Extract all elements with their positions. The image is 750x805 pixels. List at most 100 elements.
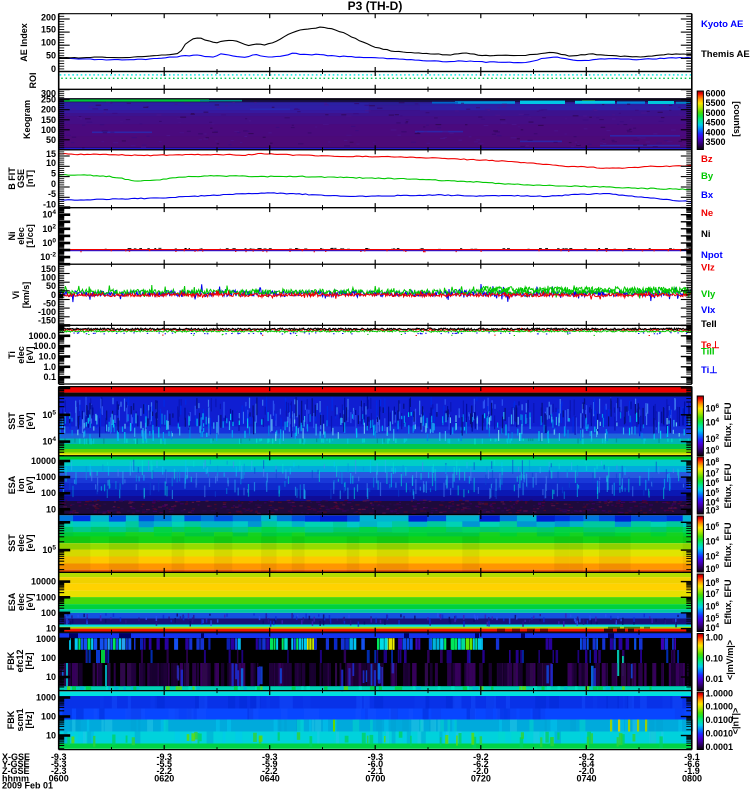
svg-text:elec: elec <box>16 534 26 552</box>
svg-text:[nT]: [nT] <box>25 170 35 187</box>
svg-text:10000: 10000 <box>31 456 56 466</box>
svg-text:-2.3: -2.3 <box>51 766 67 776</box>
svg-text:0.0010: 0.0010 <box>706 729 734 739</box>
svg-text:TeII: TeII <box>701 319 717 330</box>
svg-text:FBK: FBK <box>6 710 16 729</box>
svg-text:4000: 4000 <box>706 127 726 137</box>
svg-text:250: 250 <box>41 95 56 105</box>
svg-text:15: 15 <box>46 149 56 159</box>
svg-text:107: 107 <box>706 589 720 600</box>
svg-text:Ni: Ni <box>701 229 711 240</box>
svg-text:[eV]: [eV] <box>25 412 35 429</box>
svg-text:AE Index: AE Index <box>19 23 29 62</box>
svg-text:100: 100 <box>41 273 56 283</box>
svg-text:-100: -100 <box>38 307 56 317</box>
svg-text:[Hz]: [Hz] <box>24 653 34 670</box>
svg-text:Ni: Ni <box>7 232 17 241</box>
svg-text:10: 10 <box>46 504 56 514</box>
svg-text:150: 150 <box>41 115 56 125</box>
svg-text:0.0001: 0.0001 <box>706 742 734 752</box>
svg-text:ion: ion <box>16 478 26 492</box>
svg-text:100: 100 <box>41 125 56 135</box>
svg-text:By: By <box>701 171 714 182</box>
svg-text:1000: 1000 <box>36 634 56 644</box>
svg-text:Eflux, EFU: Eflux, EFU <box>723 463 733 508</box>
svg-text:GSE: GSE <box>16 169 26 188</box>
svg-text:-150: -150 <box>38 316 56 326</box>
svg-text:0: 0 <box>51 290 56 300</box>
svg-text:Z-GSE: Z-GSE <box>2 766 30 776</box>
svg-text:0740: 0740 <box>576 773 596 783</box>
svg-text:105: 105 <box>706 487 720 498</box>
svg-text:Y-GSE: Y-GSE <box>2 759 30 769</box>
svg-text:-9.3: -9.3 <box>51 752 67 762</box>
svg-text:102: 102 <box>706 433 720 444</box>
svg-text:100: 100 <box>41 653 56 663</box>
svg-text:[eV]: [eV] <box>25 534 35 551</box>
svg-text:B FIT: B FIT <box>7 167 17 190</box>
svg-text:Themis AE: Themis AE <box>701 49 750 60</box>
svg-text:SST: SST <box>7 534 17 552</box>
svg-text:10000: 10000 <box>31 577 56 587</box>
svg-text:ROI: ROI <box>28 72 38 88</box>
svg-text:102: 102 <box>706 551 720 562</box>
svg-text:10.0: 10.0 <box>38 352 56 362</box>
svg-text:10-2: 10-2 <box>40 252 56 263</box>
svg-text:106: 106 <box>706 601 720 612</box>
svg-text:104: 104 <box>706 417 720 428</box>
svg-text:5000: 5000 <box>706 108 726 118</box>
svg-text:106: 106 <box>706 521 720 532</box>
svg-text:10: 10 <box>46 731 56 741</box>
svg-text:Te⊥: Te⊥ <box>701 340 720 351</box>
svg-text:-2.0: -2.0 <box>579 766 595 776</box>
svg-text:-5.9: -5.9 <box>262 759 278 769</box>
svg-text:50: 50 <box>46 281 56 291</box>
svg-text:Ti⊥: Ti⊥ <box>701 365 718 376</box>
svg-text:1000.0: 1000.0 <box>28 331 56 341</box>
svg-text:107: 107 <box>706 468 720 479</box>
svg-text:104: 104 <box>706 497 720 508</box>
svg-text:elec: elec <box>16 227 26 245</box>
svg-text:100: 100 <box>41 488 56 498</box>
svg-text:Eflux, EFU: Eflux, EFU <box>723 579 733 624</box>
svg-text:0640: 0640 <box>260 773 280 783</box>
svg-text:Ti: Ti <box>7 351 17 359</box>
svg-text:0.1: 0.1 <box>43 372 56 382</box>
svg-text:0: 0 <box>51 64 56 74</box>
svg-text:2009 Feb 01: 2009 Feb 01 <box>2 781 53 791</box>
svg-text:10: 10 <box>46 158 56 168</box>
svg-text:0.01: 0.01 <box>706 674 724 684</box>
svg-text:1000: 1000 <box>36 693 56 703</box>
svg-text:1.00: 1.00 <box>706 633 724 643</box>
svg-text:104: 104 <box>42 436 56 447</box>
svg-text:300: 300 <box>41 88 56 98</box>
svg-text:[eV]: [eV] <box>25 346 35 363</box>
svg-text:-2.2: -2.2 <box>262 766 278 776</box>
svg-text:Vi: Vi <box>11 291 21 299</box>
svg-text:10: 10 <box>46 672 56 682</box>
svg-text:TiII: TiII <box>701 347 715 358</box>
svg-text:0800: 0800 <box>682 773 702 783</box>
svg-text:-10: -10 <box>43 200 56 210</box>
svg-text:Ne: Ne <box>701 208 713 219</box>
svg-text:-9.2: -9.2 <box>473 752 489 762</box>
svg-text:ESA: ESA <box>7 592 17 611</box>
svg-text:<|mV/m|>: <|mV/m|> <box>725 640 735 680</box>
svg-text:-2.1: -2.1 <box>368 766 384 776</box>
svg-text:10: 10 <box>46 624 56 634</box>
svg-text:-9.3: -9.3 <box>157 752 173 762</box>
svg-text:-2.2: -2.2 <box>157 766 173 776</box>
svg-text:104: 104 <box>42 209 56 220</box>
svg-text:X-GSE: X-GSE <box>2 752 30 762</box>
svg-text:Eflux, EFU: Eflux, EFU <box>723 522 733 567</box>
svg-text:100.0: 100.0 <box>33 341 56 351</box>
svg-text:100: 100 <box>706 445 720 456</box>
svg-text:VIx: VIx <box>701 305 716 316</box>
svg-text:VIz: VIz <box>701 263 715 274</box>
svg-text:SST: SST <box>7 412 17 430</box>
svg-text:104: 104 <box>706 623 720 634</box>
svg-text:elec: elec <box>16 346 26 364</box>
svg-text:0.1000: 0.1000 <box>706 702 734 712</box>
svg-text:[counts]: [counts] <box>732 101 742 137</box>
svg-text:-9.3: -9.3 <box>262 752 278 762</box>
